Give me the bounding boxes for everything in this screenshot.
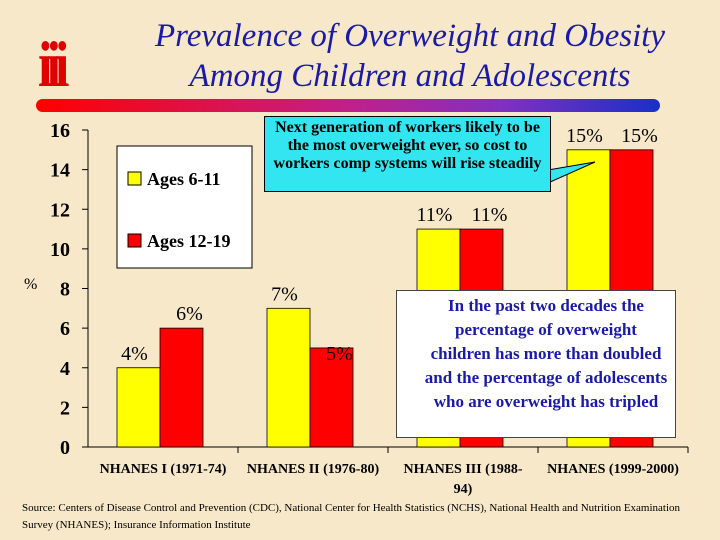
y-tick-label: 12 [50,199,70,221]
data-label: 4% [121,343,148,365]
y-tick-label: 4 [60,358,70,380]
data-label: 15% [621,125,658,147]
data-label: 7% [271,283,298,305]
data-label: 11% [417,204,453,226]
data-label: 6% [176,303,203,325]
y-tick-label: 14 [50,160,70,182]
bar-ages-6-11 [116,367,161,448]
source-text: Source: Centers of Disease Control and P… [22,502,681,531]
y-tick-label: 0 [60,437,70,459]
x-tick-label: 94) [454,482,473,497]
data-label: 15% [566,125,603,147]
x-tick-label: NHANES I (1971-74) [100,462,227,477]
page-title: Prevalence of Overweight and Obesity Amo… [154,18,666,94]
legend-label: Ages 6-11 [147,169,221,189]
data-label: 11% [472,204,508,226]
x-tick-label: NHANES (1999-2000) [547,462,679,477]
y-tick-label: 16 [50,120,70,142]
bar-ages-12-19 [159,327,204,448]
y-tick-label: 2 [60,397,70,419]
y-tick-label: 10 [50,239,70,261]
x-tick-label: NHANES II (1976-80) [247,462,380,477]
legend-swatch [127,233,142,248]
x-tick-label: NHANES III (1988- [403,462,522,477]
bar-ages-12-19 [309,347,354,448]
data-label: 5% [326,343,353,365]
title-divider [36,99,660,112]
callout-box: Next generation of workers likely to be … [264,116,551,192]
bar-ages-6-11 [266,307,311,448]
legend-swatch [127,171,142,186]
y-axis-label: % [24,276,37,293]
y-tick-label: 6 [60,318,70,340]
y-tick-label: 8 [60,279,70,301]
legend-label: Ages 12-19 [147,231,231,251]
legend [116,145,253,269]
note-box: In the past two decades the percentage o… [396,290,676,438]
